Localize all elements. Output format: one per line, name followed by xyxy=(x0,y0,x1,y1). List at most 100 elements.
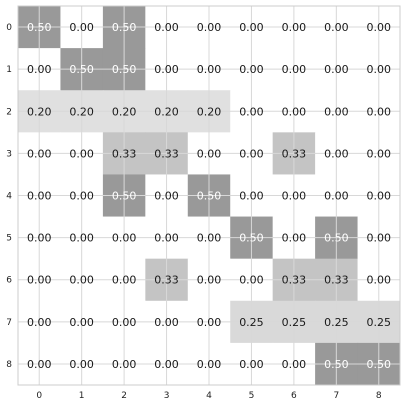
cell-value-label: 0.25 xyxy=(239,316,264,329)
cell-value-label: 0.00 xyxy=(239,105,264,118)
cell-labels: 0.50 0.00 0.50 0.00 0.00 0.00 0.00 0.00 0.00 0.00… xyxy=(27,21,391,371)
cell-value-label: 0.00 xyxy=(27,147,52,160)
cell-value-label: 0.00 xyxy=(367,190,392,203)
cell-value-label: 0.00 xyxy=(282,190,307,203)
cell-value-label: 0.00 xyxy=(239,21,264,34)
cell-value-label: 0.00 xyxy=(282,63,307,76)
cell-value-label: 0.00 xyxy=(367,21,392,34)
cell-value-label: 0.25 xyxy=(282,316,307,329)
x-tick-label: 6 xyxy=(291,391,297,401)
cell-value-label: 0.50 xyxy=(112,190,137,203)
cell-value-label: 0.50 xyxy=(324,232,349,245)
cell-value-label: 0.00 xyxy=(27,358,52,371)
cell-value-label: 0.00 xyxy=(27,274,52,287)
x-tick-label: 8 xyxy=(376,391,382,401)
x-tick-label: 0 xyxy=(36,391,42,401)
cell-value-label: 0.00 xyxy=(367,274,392,287)
cell-value-label: 0.00 xyxy=(324,190,349,203)
cell-value-label: 0.50 xyxy=(112,63,137,76)
cell-value-label: 0.50 xyxy=(324,358,349,371)
cell-value-label: 0.00 xyxy=(367,232,392,245)
cell-value-label: 0.50 xyxy=(197,190,222,203)
cell-value-label: 0.00 xyxy=(282,358,307,371)
cell-value-label: 0.00 xyxy=(69,190,94,203)
y-tick-label: 3 xyxy=(6,149,12,159)
cell-value-label: 0.00 xyxy=(239,358,264,371)
cell-value-label: 0.50 xyxy=(69,63,94,76)
cell-value-label: 0.50 xyxy=(112,21,137,34)
cell-value-label: 0.00 xyxy=(112,274,137,287)
cell-value-label: 0.33 xyxy=(154,147,179,160)
cell-value-label: 0.20 xyxy=(27,105,52,118)
cell-value-label: 0.00 xyxy=(197,232,222,245)
y-axis-ticks: 0 1 2 3 4 5 6 7 8 xyxy=(6,23,12,370)
x-tick-label: 2 xyxy=(121,391,127,401)
cell-value-label: 0.00 xyxy=(197,147,222,160)
cell-value-label: 0.00 xyxy=(154,316,179,329)
cell-value-label: 0.20 xyxy=(154,105,179,118)
cell-value-label: 0.20 xyxy=(197,105,222,118)
x-tick-label: 1 xyxy=(79,391,85,401)
cell-value-label: 0.00 xyxy=(27,316,52,329)
y-tick-label: 1 xyxy=(6,65,12,75)
plot-frame xyxy=(17,5,401,386)
cell-value-label: 0.00 xyxy=(324,147,349,160)
cell-value-label: 0.50 xyxy=(27,21,52,34)
cell-value-label: 0.00 xyxy=(324,21,349,34)
cell-value-label: 0.33 xyxy=(324,274,349,287)
cell-value-label: 0.00 xyxy=(282,232,307,245)
cell-value-label: 0.00 xyxy=(69,21,94,34)
cell-value-label: 0.00 xyxy=(239,63,264,76)
x-tick-label: 3 xyxy=(164,391,170,401)
cell-value-label: 0.00 xyxy=(69,147,94,160)
cell-value-label: 0.00 xyxy=(197,316,222,329)
cell-value-label: 0.00 xyxy=(154,358,179,371)
gridlines xyxy=(18,6,400,385)
cell-value-label: 0.00 xyxy=(282,21,307,34)
cell-value-label: 0.00 xyxy=(367,147,392,160)
cell-value-label: 0.00 xyxy=(197,63,222,76)
cell-value-label: 0.00 xyxy=(154,63,179,76)
cell-value-label: 0.20 xyxy=(112,105,137,118)
cell-value-label: 0.00 xyxy=(112,232,137,245)
cell-value-label: 0.00 xyxy=(154,190,179,203)
cell-value-label: 0.00 xyxy=(197,274,222,287)
y-tick-label: 4 xyxy=(6,192,12,202)
cell-value-label: 0.00 xyxy=(324,63,349,76)
cell-value-label: 0.00 xyxy=(282,105,307,118)
cell-value-label: 0.00 xyxy=(239,190,264,203)
cell-value-label: 0.00 xyxy=(69,316,94,329)
cell-value-label: 0.20 xyxy=(69,105,94,118)
cell-value-label: 0.00 xyxy=(239,147,264,160)
cell-value-label: 0.00 xyxy=(197,358,222,371)
cell-value-label: 0.00 xyxy=(367,63,392,76)
y-tick-label: 8 xyxy=(6,360,12,370)
cell-value-label: 0.25 xyxy=(367,316,392,329)
cell-value-label: 0.00 xyxy=(324,105,349,118)
cell-value-label: 0.50 xyxy=(239,232,264,245)
cell-value-label: 0.33 xyxy=(154,274,179,287)
cell-value-label: 0.00 xyxy=(27,63,52,76)
cell-value-label: 0.00 xyxy=(27,190,52,203)
y-tick-label: 0 xyxy=(6,23,12,33)
cell-value-label: 0.00 xyxy=(69,232,94,245)
cell-value-label: 0.00 xyxy=(27,232,52,245)
y-tick-label: 7 xyxy=(6,318,12,328)
cell-value-label: 0.00 xyxy=(69,274,94,287)
cell-value-label: 0.00 xyxy=(112,358,137,371)
cell-value-label: 0.33 xyxy=(282,147,307,160)
x-tick-label: 5 xyxy=(249,391,255,401)
cell-value-label: 0.00 xyxy=(154,232,179,245)
cell-value-label: 0.00 xyxy=(367,105,392,118)
y-tick-label: 5 xyxy=(6,234,12,244)
cell-value-label: 0.33 xyxy=(282,274,307,287)
x-tick-label: 7 xyxy=(333,391,339,401)
y-tick-label: 6 xyxy=(6,276,12,286)
cell-value-label: 0.00 xyxy=(197,21,222,34)
cell-value-label: 0.33 xyxy=(112,147,137,160)
cell-value-label: 0.50 xyxy=(367,358,392,371)
x-tick-label: 4 xyxy=(206,391,212,401)
cell-value-label: 0.00 xyxy=(112,316,137,329)
cell-value-label: 0.00 xyxy=(154,21,179,34)
